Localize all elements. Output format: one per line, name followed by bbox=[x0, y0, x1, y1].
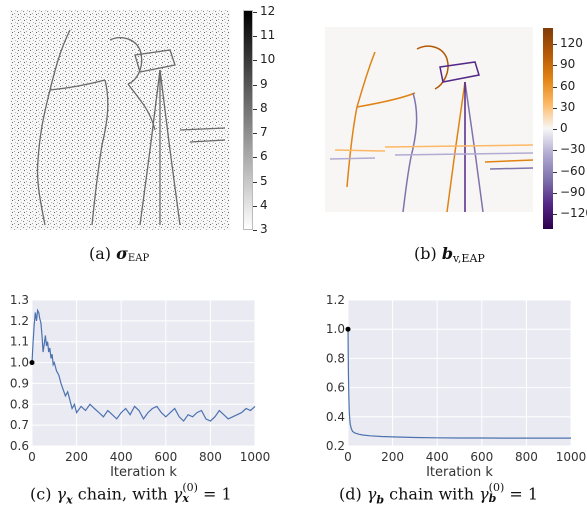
gamma-b-chain-chart: 0 200 400 600 800 1000 0.2 0.4 0.6 0.8 1.0 1.2 Itera… bbox=[326, 293, 587, 478]
sigma-colorbar-tick-mark bbox=[253, 12, 257, 13]
y-tick-label: 1.1 bbox=[10, 335, 29, 349]
y-tick-label: 1.2 bbox=[326, 293, 345, 307]
chain-series-line bbox=[31, 308, 256, 422]
x-tick-label: 1000 bbox=[240, 450, 270, 464]
sigma-colorbar-tick-mark bbox=[253, 36, 257, 38]
y-tick-label: 1.0 bbox=[10, 356, 29, 370]
sigma-colorbar-tick-label: 4 bbox=[260, 197, 268, 212]
x-tick-label: 1000 bbox=[556, 450, 587, 464]
sigma-colorbar-tick-mark bbox=[253, 181, 257, 183]
x-tick-label: 600 bbox=[470, 450, 493, 464]
sigma-colorbar-tick-label: 3 bbox=[260, 222, 268, 236]
bv-colorbar-tick-label: −60 bbox=[560, 163, 586, 178]
y-tick-label: 0.6 bbox=[10, 439, 29, 453]
sigma-colorbar-tick-mark bbox=[253, 84, 257, 86]
caption-d: (d) γb chain with γ (0) b = 1 bbox=[339, 481, 539, 507]
bv-colorbar-tick-mark bbox=[553, 65, 557, 67]
caption-a-symbol: σ bbox=[116, 244, 128, 263]
bv-colorbar-tick-label: −30 bbox=[560, 142, 586, 157]
sigma-colorbar-tick-mark bbox=[253, 157, 257, 159]
x-tick-label: 400 bbox=[110, 450, 133, 464]
sigma-colorbar-tick-label: 11 bbox=[260, 28, 276, 43]
bv-colorbar bbox=[543, 28, 553, 229]
bv-colorbar-tick-mark bbox=[553, 171, 557, 173]
bv-colorbar-tick-label: 30 bbox=[560, 99, 576, 114]
y-tick-label: 1.3 bbox=[10, 293, 29, 307]
sigma-colorbar-tick-label: 5 bbox=[260, 173, 268, 188]
caption-a-subscript: EAP bbox=[127, 253, 150, 264]
sigma-eap-image-svg bbox=[10, 10, 230, 230]
bv-colorbar-tick-label: 120 bbox=[560, 36, 583, 50]
y-tick-label: 1.2 bbox=[10, 314, 29, 328]
caption-b: (b) bv,EAP bbox=[414, 244, 485, 265]
y-tick-label: 0.7 bbox=[10, 418, 29, 432]
x-tick-label: 0 bbox=[28, 450, 36, 464]
x-tick-label: 600 bbox=[154, 450, 177, 464]
y-tick-label: 0.2 bbox=[326, 439, 345, 453]
sigma-colorbar-tick-label: 10 bbox=[260, 52, 276, 67]
start-point-marker bbox=[29, 360, 35, 366]
start-point-marker bbox=[345, 326, 351, 332]
bv-eap-image-svg bbox=[329, 45, 533, 212]
plot-area bbox=[32, 300, 255, 446]
sigma-colorbar-tick-mark bbox=[253, 108, 257, 110]
sigma-colorbar-tick-label: 8 bbox=[260, 100, 268, 115]
bv-colorbar-tick-mark bbox=[553, 44, 557, 45]
x-tick-label: 200 bbox=[65, 450, 88, 464]
sigma-colorbar-tick-label: 7 bbox=[260, 125, 268, 140]
x-tick-label: 400 bbox=[426, 450, 449, 464]
caption-b-subscript: v,EAP bbox=[453, 252, 485, 265]
x-tick-label: 200 bbox=[381, 450, 404, 464]
sigma-colorbar bbox=[243, 10, 253, 230]
bv-colorbar-tick-label: −120 bbox=[560, 206, 587, 220]
bv-colorbar-tick-mark bbox=[553, 107, 557, 109]
sigma-colorbar-tick-label: 6 bbox=[260, 149, 268, 164]
gamma-x-chain-chart: 0 200 400 600 800 1000 0.6 0.7 0.8 0.9 1.0 1.1 1.2 1.… bbox=[10, 293, 270, 478]
x-tick-label: 0 bbox=[344, 450, 352, 464]
y-tick-label: 1.0 bbox=[326, 322, 345, 336]
y-tick-label: 0.4 bbox=[326, 410, 345, 424]
chain-series-line bbox=[347, 329, 571, 439]
sigma-colorbar-tick-label: 9 bbox=[260, 76, 268, 91]
bv-eap-image bbox=[325, 27, 533, 212]
bv-colorbar-tick-label: 90 bbox=[560, 57, 576, 72]
caption-c: (c) γx chain, with γ (0) x = 1 bbox=[30, 481, 232, 507]
sigma-colorbar-tick-mark bbox=[253, 60, 257, 62]
caption-b-symbol: b bbox=[441, 244, 454, 263]
bv-colorbar-tick-mark bbox=[553, 86, 557, 88]
bv-colorbar-tick-label: 0 bbox=[560, 121, 568, 135]
y-tick-label: 0.9 bbox=[10, 376, 29, 390]
sigma-colorbar-tick-mark bbox=[253, 205, 257, 207]
y-tick-label: 0.8 bbox=[10, 397, 29, 411]
bv-colorbar-tick-mark bbox=[553, 150, 557, 152]
x-axis-label: Iteration k bbox=[110, 465, 177, 478]
bv-colorbar-tick-label: 60 bbox=[560, 78, 576, 93]
y-tick-label: 0.8 bbox=[326, 351, 345, 365]
caption-a: (a) σEAP bbox=[89, 244, 150, 264]
x-tick-label: 800 bbox=[515, 450, 538, 464]
x-tick-label: 800 bbox=[199, 450, 222, 464]
bv-colorbar-tick-mark bbox=[553, 192, 557, 194]
sigma-colorbar-tick-label: 12 bbox=[260, 4, 276, 18]
sigma-colorbar-tick-mark bbox=[253, 230, 257, 231]
bv-colorbar-tick-mark bbox=[553, 214, 557, 215]
sigma-colorbar-tick-mark bbox=[253, 133, 257, 135]
bv-colorbar-tick-mark bbox=[553, 129, 557, 130]
bv-colorbar-tick-label: −90 bbox=[560, 184, 586, 199]
x-axis-label: Iteration k bbox=[426, 465, 493, 478]
sigma-eap-image bbox=[10, 10, 230, 230]
y-tick-label: 0.6 bbox=[326, 381, 345, 395]
plot-area bbox=[348, 300, 571, 446]
